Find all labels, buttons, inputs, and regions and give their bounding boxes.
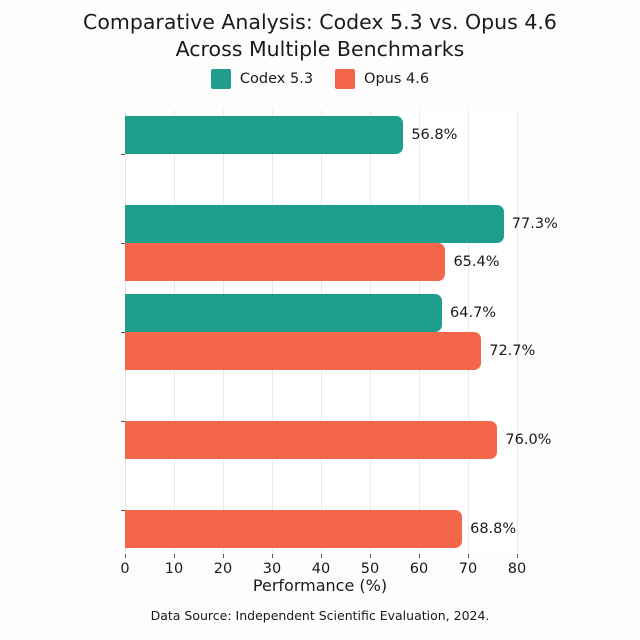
bar-value-label: 56.8% [411, 127, 458, 144]
x-tick-label: 40 [311, 561, 331, 577]
x-tick-mark [468, 554, 469, 558]
x-gridline [517, 110, 518, 554]
bar-value-label: 65.4% [453, 254, 500, 271]
y-tick-mark [121, 420, 125, 422]
x-tick-label: 0 [120, 561, 130, 577]
x-tick-label: 30 [262, 561, 282, 577]
y-tick-mark [121, 243, 125, 245]
x-tick-mark [517, 554, 518, 558]
bar-1-1[interactable] [125, 243, 446, 282]
bar-1-0[interactable] [125, 205, 504, 244]
bar-0-0[interactable] [125, 116, 404, 155]
x-tick-mark [174, 554, 175, 558]
bar-2-1[interactable] [125, 332, 482, 370]
x-tick-label: 70 [458, 561, 478, 577]
x-tick-label: 80 [507, 561, 527, 577]
bar-2-0[interactable] [125, 294, 443, 332]
y-tick-mark [121, 154, 125, 156]
bar-4-1[interactable] [125, 509, 463, 548]
x-tick-label: 60 [409, 561, 429, 577]
x-tick-mark [125, 554, 126, 558]
legend-item-1[interactable]: Opus 4.6 [335, 69, 429, 89]
legend-item-0[interactable]: Codex 5.3 [210, 69, 314, 89]
legend-label: Opus 4.6 [364, 71, 430, 87]
y-tick-mark [121, 332, 125, 333]
x-tick-mark [370, 554, 371, 558]
bar-value-label: 76.0% [505, 431, 552, 448]
chart-footnote: Data Source: Independent Scientific Eval… [150, 608, 490, 623]
bar-3-1[interactable] [125, 420, 498, 459]
x-axis-title: Performance (%) [252, 576, 388, 595]
x-tick-label: 20 [213, 561, 233, 577]
y-tick-mark [121, 509, 125, 511]
legend-swatch-icon [335, 69, 356, 89]
x-tick-mark [223, 554, 224, 558]
bar-value-label: 64.7% [450, 305, 497, 321]
chart-title: Comparative Analysis: Codex 5.3 vs. Opus… [83, 10, 557, 61]
x-tick-label: 50 [360, 561, 380, 577]
plot-area: 01020304050607080SWE-bench Pro56.8%Termi… [120, 110, 558, 577]
legend-label: Codex 5.3 [239, 71, 314, 87]
chart-legend: Codex 5.3 Opus 4.6 [0, 69, 640, 89]
legend-swatch-icon [210, 69, 231, 89]
x-tick-mark [272, 554, 273, 558]
x-tick-label: 10 [164, 561, 184, 577]
bar-value-label: 72.7% [489, 343, 536, 359]
bar-value-label: 68.8% [470, 520, 517, 537]
bar-value-label: 77.3% [511, 216, 558, 233]
x-tick-mark [321, 554, 322, 558]
x-tick-mark [419, 554, 420, 558]
